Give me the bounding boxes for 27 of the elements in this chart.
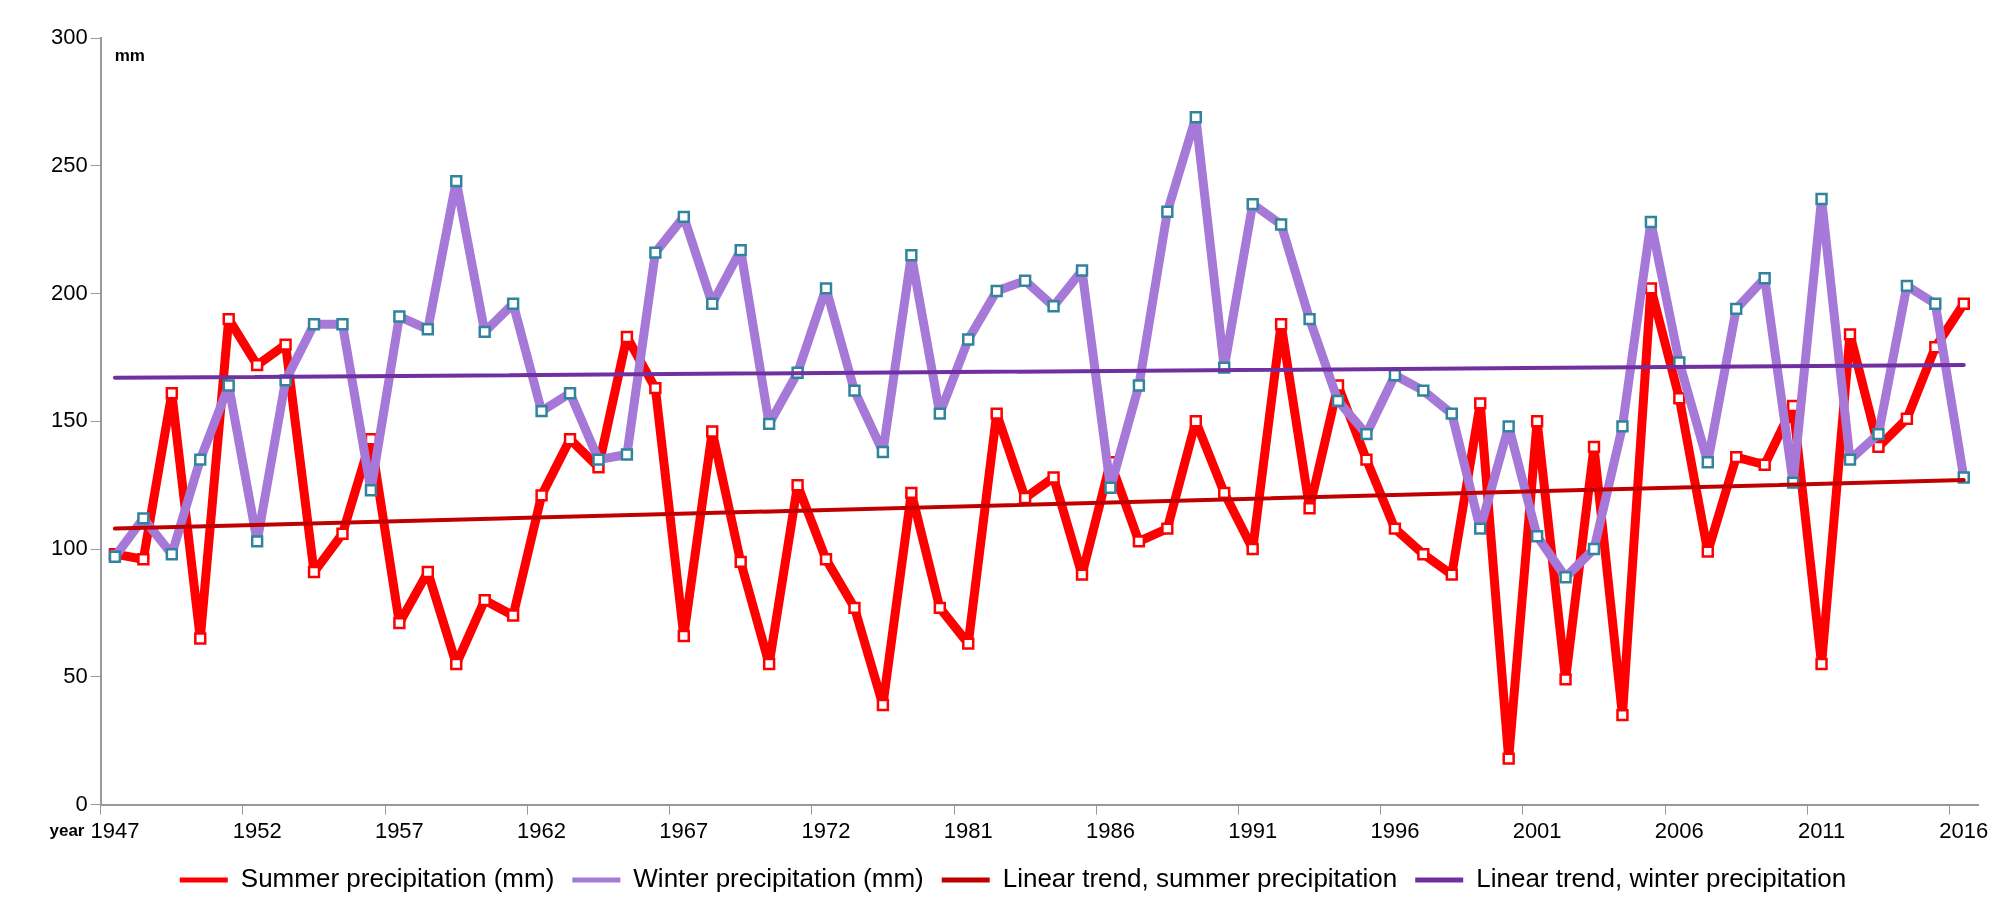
legend-label: Linear trend, winter precipitation [1476, 863, 1847, 894]
legend-label: Summer precipitation (mm) [240, 863, 555, 894]
y-axis-title: mm [114, 46, 145, 66]
legend-label: Winter precipitation (mm) [633, 863, 924, 894]
x-tick-label: 1962 [517, 817, 567, 843]
y-tick-label: 0 [75, 790, 88, 816]
x-tick-label: 1996 [1370, 817, 1420, 843]
legend-label: Linear trend, summer precipitation [1002, 863, 1398, 894]
x-tick-label: 1957 [374, 817, 424, 843]
y-tick-label: 300 [50, 24, 88, 50]
x-tick-label: 2006 [1654, 817, 1704, 843]
x-tick-label: 1972 [801, 817, 851, 843]
y-tick-label: 100 [50, 535, 88, 561]
y-tick-label: 150 [50, 407, 88, 433]
x-tick-label: 2011 [1797, 817, 1846, 843]
y-tick-label: 50 [63, 662, 88, 688]
x-tick-label: 1967 [659, 817, 709, 843]
y-tick-label: 250 [50, 151, 88, 177]
x-tick-label: 1986 [1085, 817, 1135, 843]
y-tick-label: 200 [50, 279, 88, 305]
x-tick-label: 1947 [90, 817, 140, 843]
x-tick-label: 1981 [943, 817, 993, 843]
x-tick-label: 2001 [1512, 817, 1562, 843]
x-tick-label: 2016 [1939, 817, 1989, 843]
x-tick-label: 1952 [232, 817, 282, 843]
x-axis-title: year [49, 820, 85, 840]
x-tick-label: 1991 [1228, 817, 1278, 843]
